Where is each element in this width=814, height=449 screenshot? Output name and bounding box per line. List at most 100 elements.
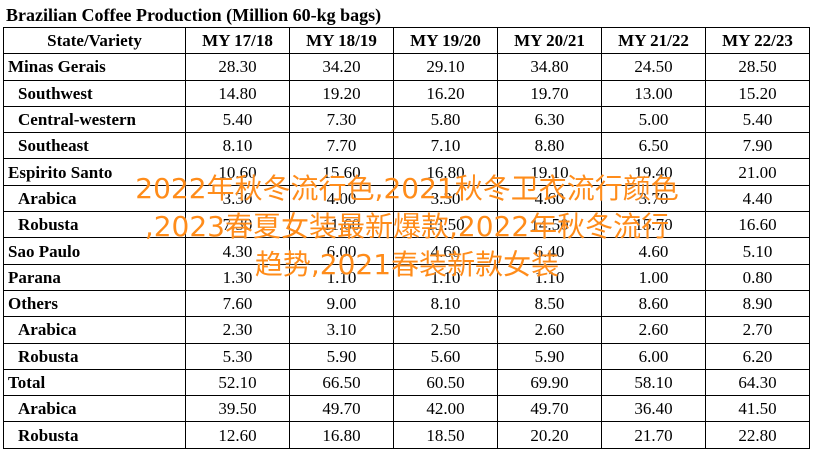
table-cell: 58.10 [601,368,706,397]
column-header: MY 21/22 [601,26,706,55]
table-cell: 39.50 [185,395,290,423]
table-row: Robusta 5.30 5.90 5.60 5.90 6.00 6.20 [3,342,810,370]
table-cell: 5.60 [393,342,498,370]
column-header: MY 22/23 [705,26,810,55]
table-cell: 2.70 [705,316,810,344]
table-cell: 8.10 [393,289,498,318]
row-label: Southeast [3,132,186,160]
table-cell: 4.00 [289,184,394,213]
table-row: Others 7.60 9.00 8.10 8.50 8.60 8.90 [3,289,810,318]
column-header: MY 19/20 [393,26,498,55]
table-row: Robusta 7.30 11.60 13.50 14.50 15.70 16.60 [3,211,810,239]
table-cell: 5.00 [601,105,706,134]
table-cell: 8.60 [601,289,706,318]
overlay-line[interactable]: 趋势,2021春装新款女装 [254,248,560,281]
table-cell: 5.90 [497,342,602,370]
table-cell: 69.90 [497,368,602,397]
table-cell: 1.00 [601,263,706,291]
table-cell: 22.80 [705,421,810,449]
table-cell: 5.30 [185,342,290,370]
table-row: Arabica 2.30 3.10 2.50 2.60 2.60 2.70 [3,316,810,344]
table-row: Southwest 14.80 19.20 16.20 19.70 13.00 15.20 [3,79,810,107]
table-cell: 15.20 [705,79,810,107]
table-row: Minas Gerais 28.30 34.20 29.10 34.80 24.50 28.… [3,53,810,81]
column-header: MY 20/21 [497,26,602,55]
table-row: Sao Paulo 4.30 6.00 4.60 6.40 4.60 5.10 [3,237,810,265]
table-row: Arabica 3.30 4.00 3.30 4.60 3.70 4.40 [3,184,810,213]
table-cell: 16.80 [289,421,394,449]
table-cell: 49.70 [289,395,394,423]
production-table: State/Variety MY 17/18 MY 18/19 MY 19/20… [3,26,810,449]
table-title: Brazilian Coffee Production (Million 60-… [6,5,382,25]
header-row: State/Variety MY 17/18 MY 18/19 MY 19/20… [3,26,810,55]
row-label: Arabica [3,395,186,423]
table-cell: 2.50 [393,316,498,344]
table-cell: 6.30 [497,105,602,134]
table-cell: 18.50 [393,421,498,449]
table-cell: 2.60 [601,316,706,344]
overlay-line[interactable]: 2022年秋冬流行色,2021秋冬卫衣流行颜色 [135,172,679,205]
table-row: Central-western 5.40 7.30 5.80 6.30 5.00 5.40 [3,105,810,134]
table-cell: 20.20 [497,421,602,449]
table-cell: 6.50 [601,132,706,160]
overlay-line[interactable]: ,2023春夏女装最新爆款,2022年秋冬流行 [144,210,670,243]
row-label: Sao Paulo [3,237,186,265]
table-cell: 7.30 [289,105,394,134]
table-cell: 6.20 [705,342,810,370]
table-cell: 66.50 [289,368,394,397]
column-header: MY 18/19 [289,26,394,55]
row-label: Total [3,368,186,397]
table-cell: 2.60 [497,316,602,344]
table-cell: 41.50 [705,395,810,423]
column-header: State/Variety [3,26,186,55]
table-cell: 12.60 [185,421,290,449]
table-row: Total 52.10 66.50 60.50 69.90 58.10 64.30 [3,368,810,397]
table-cell: 5.90 [289,342,394,370]
table-cell: 16.80 [393,158,498,186]
table-cell: 8.90 [705,289,810,318]
table-cell: 7.90 [705,132,810,160]
table-cell: 7.60 [185,289,290,318]
table-cell: 19.10 [497,158,602,186]
table-cell: 8.10 [185,132,290,160]
table-cell: 34.20 [289,53,394,81]
table-cell: 9.00 [289,289,394,318]
row-label: Robusta [3,342,186,370]
table-cell: 7.10 [393,132,498,160]
table-cell: 5.80 [393,105,498,134]
table-cell: 60.50 [393,368,498,397]
table-row: Parana 1.30 1.10 1.10 1.10 1.00 0.80 [3,263,810,291]
table-cell: 3.30 [185,184,290,213]
table-cell: 19.70 [497,79,602,107]
table-cell: 2.30 [185,316,290,344]
row-label: Espirito Santo [3,158,186,186]
row-label: Arabica [3,184,186,213]
table-cell: 6.00 [289,237,394,265]
row-label: Robusta [3,421,186,449]
table-cell: 21.70 [601,421,706,449]
table-cell: 5.40 [185,105,290,134]
table-cell: 15.60 [289,158,394,186]
table-cell: 3.70 [601,184,706,213]
table-cell: 64.30 [705,368,810,397]
table-row: Southeast 8.10 7.70 7.10 8.80 6.50 7.90 [3,132,810,160]
table-cell: 15.70 [601,211,706,239]
row-label: Minas Gerais [3,53,186,81]
table-cell: 6.00 [601,342,706,370]
table-cell: 0.80 [705,263,810,291]
row-label: Central-western [3,105,186,134]
table-cell: 19.20 [289,79,394,107]
table-cell: 5.10 [705,237,810,265]
row-label: Arabica [3,316,186,344]
watermark-overlay[interactable]: 2022年秋冬流行色,2021秋冬卫衣流行颜色 ,2023春夏女装最新爆款,20… [0,170,814,284]
table-cell: 1.30 [185,263,290,291]
row-label: Robusta [3,211,186,239]
row-label: Parana [3,263,186,291]
row-label: Southwest [3,79,186,107]
table-cell: 36.40 [601,395,706,423]
table-cell: 7.30 [185,211,290,239]
table-row: Espirito Santo 10.60 15.60 16.80 19.10 19.40 2… [3,158,810,186]
table-cell: 28.30 [185,53,290,81]
table-cell: 16.20 [393,79,498,107]
table-cell: 42.00 [393,395,498,423]
